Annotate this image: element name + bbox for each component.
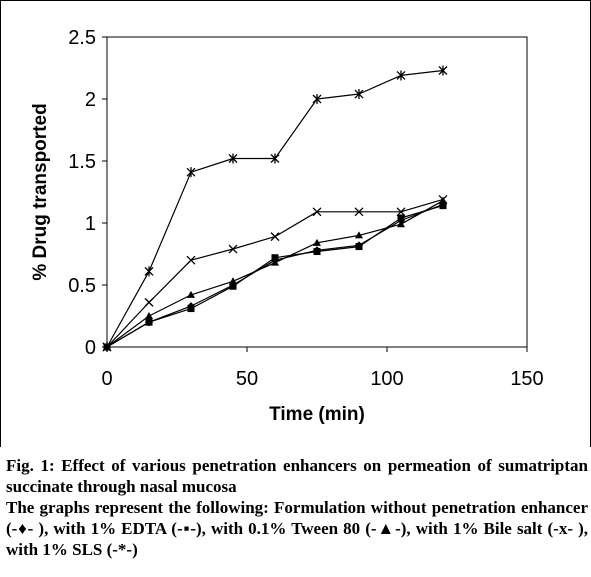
- data-point-x: [186, 255, 196, 265]
- data-point-square: [145, 318, 153, 326]
- series-group: [102, 65, 448, 352]
- data-point-x: [144, 297, 154, 307]
- data-point-square: [187, 305, 195, 313]
- data-point-asterisk: [354, 89, 364, 100]
- data-point-square: [229, 282, 237, 290]
- data-point-square: [397, 214, 405, 222]
- x-axis-title: Time (min): [269, 404, 365, 425]
- data-point-asterisk: [396, 70, 406, 81]
- data-point-x: [396, 207, 406, 217]
- data-point-asterisk: [228, 153, 238, 164]
- data-point-triangle: [313, 238, 321, 246]
- y-axis: 0 0.5 1 1.5 2 2.5: [68, 27, 107, 359]
- plot-area: [106, 36, 528, 348]
- data-point-asterisk: [438, 65, 448, 76]
- data-point-asterisk: [144, 266, 154, 277]
- data-point-square: [355, 243, 363, 251]
- data-point-x: [438, 194, 448, 204]
- data-point-triangle: [355, 231, 363, 239]
- y-tick-label: 1: [85, 213, 96, 235]
- y-tick-label: 2: [85, 89, 96, 111]
- data-point-square: [439, 202, 447, 210]
- data-point-asterisk: [312, 94, 322, 104]
- y-tick-label: 0: [85, 337, 96, 359]
- y-tick-label: 0.5: [68, 275, 96, 297]
- data-point-asterisk: [270, 153, 280, 164]
- data-point-square: [313, 248, 321, 256]
- data-point-asterisk: [186, 167, 196, 178]
- x-tick-label: 100: [370, 368, 403, 390]
- y-axis-title: % Drug transported: [30, 103, 51, 280]
- figure-caption: Fig. 1: Effect of various penetration en…: [6, 455, 588, 560]
- data-point-triangle: [187, 290, 195, 298]
- y-tick-label: 2.5: [68, 27, 96, 49]
- data-point-square: [271, 254, 279, 262]
- chart-frame: 0 0.5 1 1.5 2 2.5 0 50 100 150 Time (min) % Drug…: [0, 0, 591, 447]
- data-point-x: [354, 207, 364, 217]
- x-tick-label: 0: [101, 368, 112, 390]
- caption-title: Fig. 1: Effect of various penetration en…: [6, 456, 588, 496]
- line-chart: 0 0.5 1 1.5 2 2.5 0 50 100 150 Time (min) % Drug…: [30, 27, 544, 425]
- data-point-x: [270, 232, 280, 242]
- series-asterisk: [102, 65, 448, 352]
- data-point-asterisk: [102, 342, 112, 352]
- data-point-triangle: [397, 220, 405, 228]
- data-point-triangle: [271, 258, 279, 266]
- data-point-triangle: [229, 277, 237, 285]
- data-point-x: [312, 207, 322, 217]
- data-point-triangle: [145, 312, 153, 319]
- caption-legend: The graphs represent the following: Form…: [6, 498, 588, 559]
- data-point-x: [228, 244, 238, 254]
- x-tick-label: 50: [236, 368, 258, 390]
- y-tick-label: 1.5: [68, 151, 96, 173]
- x-tick-label: 150: [510, 368, 543, 390]
- x-axis: 0 50 100 150: [101, 347, 544, 390]
